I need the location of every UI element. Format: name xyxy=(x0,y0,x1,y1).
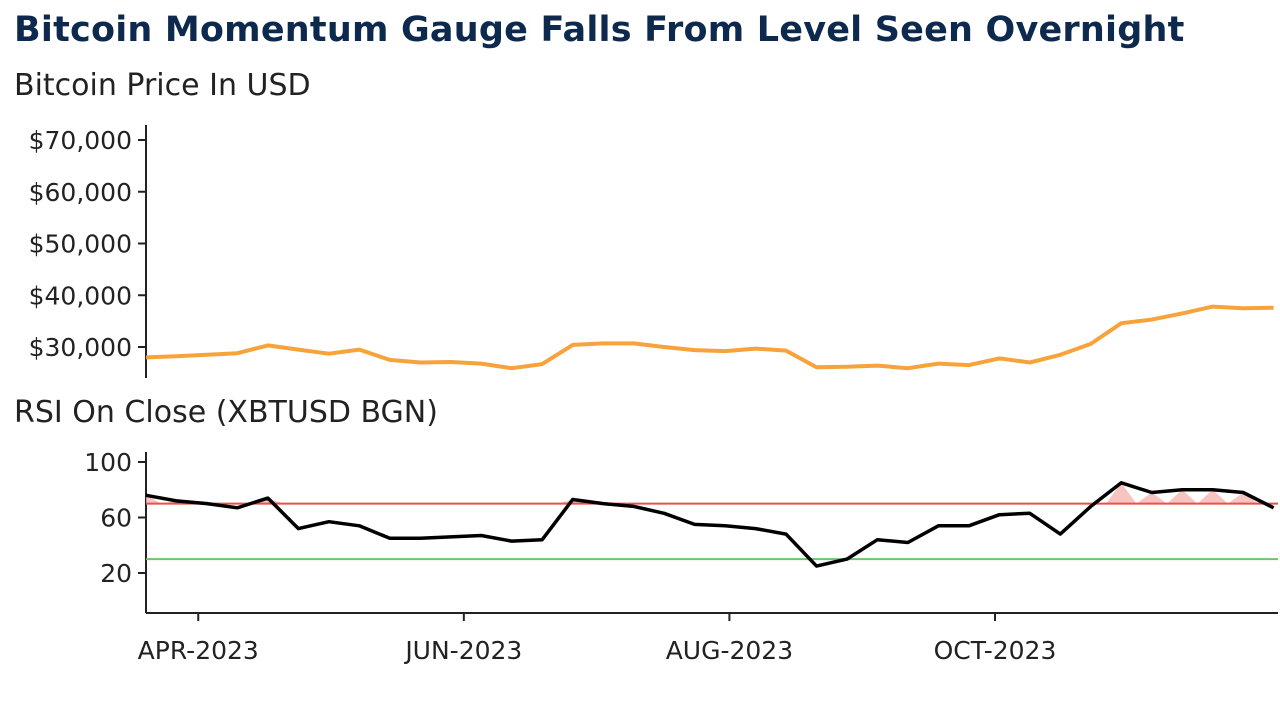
overbought-shading xyxy=(146,482,1259,504)
x-tick-label: APR-2023 xyxy=(138,636,259,665)
price-y-tick-label: $40,000 xyxy=(29,281,132,310)
x-tick-label: AUG-2023 xyxy=(666,636,793,665)
rsi-y-tick-label: 20 xyxy=(100,559,132,588)
price-panel: $70,000 $60,000 $50,000 $40,000 $30,000 xyxy=(29,125,1274,378)
rsi-y-tick-label: 60 xyxy=(100,504,132,533)
x-tick-label: JUN-2023 xyxy=(403,636,522,665)
price-y-tick-label: $70,000 xyxy=(29,126,132,155)
price-y-tick-label: $60,000 xyxy=(29,178,132,207)
price-y-tick-label: $30,000 xyxy=(29,333,132,362)
rsi-panel-title: RSI On Close (XBTUSD BGN) xyxy=(14,395,438,430)
chart-title: Bitcoin Momentum Gauge Falls From Level … xyxy=(14,10,1185,50)
x-tick-label: OCT-2023 xyxy=(934,636,1057,665)
price-series-line xyxy=(145,304,1274,371)
rsi-panel: 100 60 20 APR-2023 JUN-2023 AUG-2023 OCT-2023 xyxy=(84,448,1278,665)
rsi-series-line xyxy=(145,481,1275,568)
price-y-tick-label: $50,000 xyxy=(29,230,132,259)
rsi-y-tick-label: 100 xyxy=(84,448,132,477)
price-panel-title: Bitcoin Price In USD xyxy=(14,68,311,103)
